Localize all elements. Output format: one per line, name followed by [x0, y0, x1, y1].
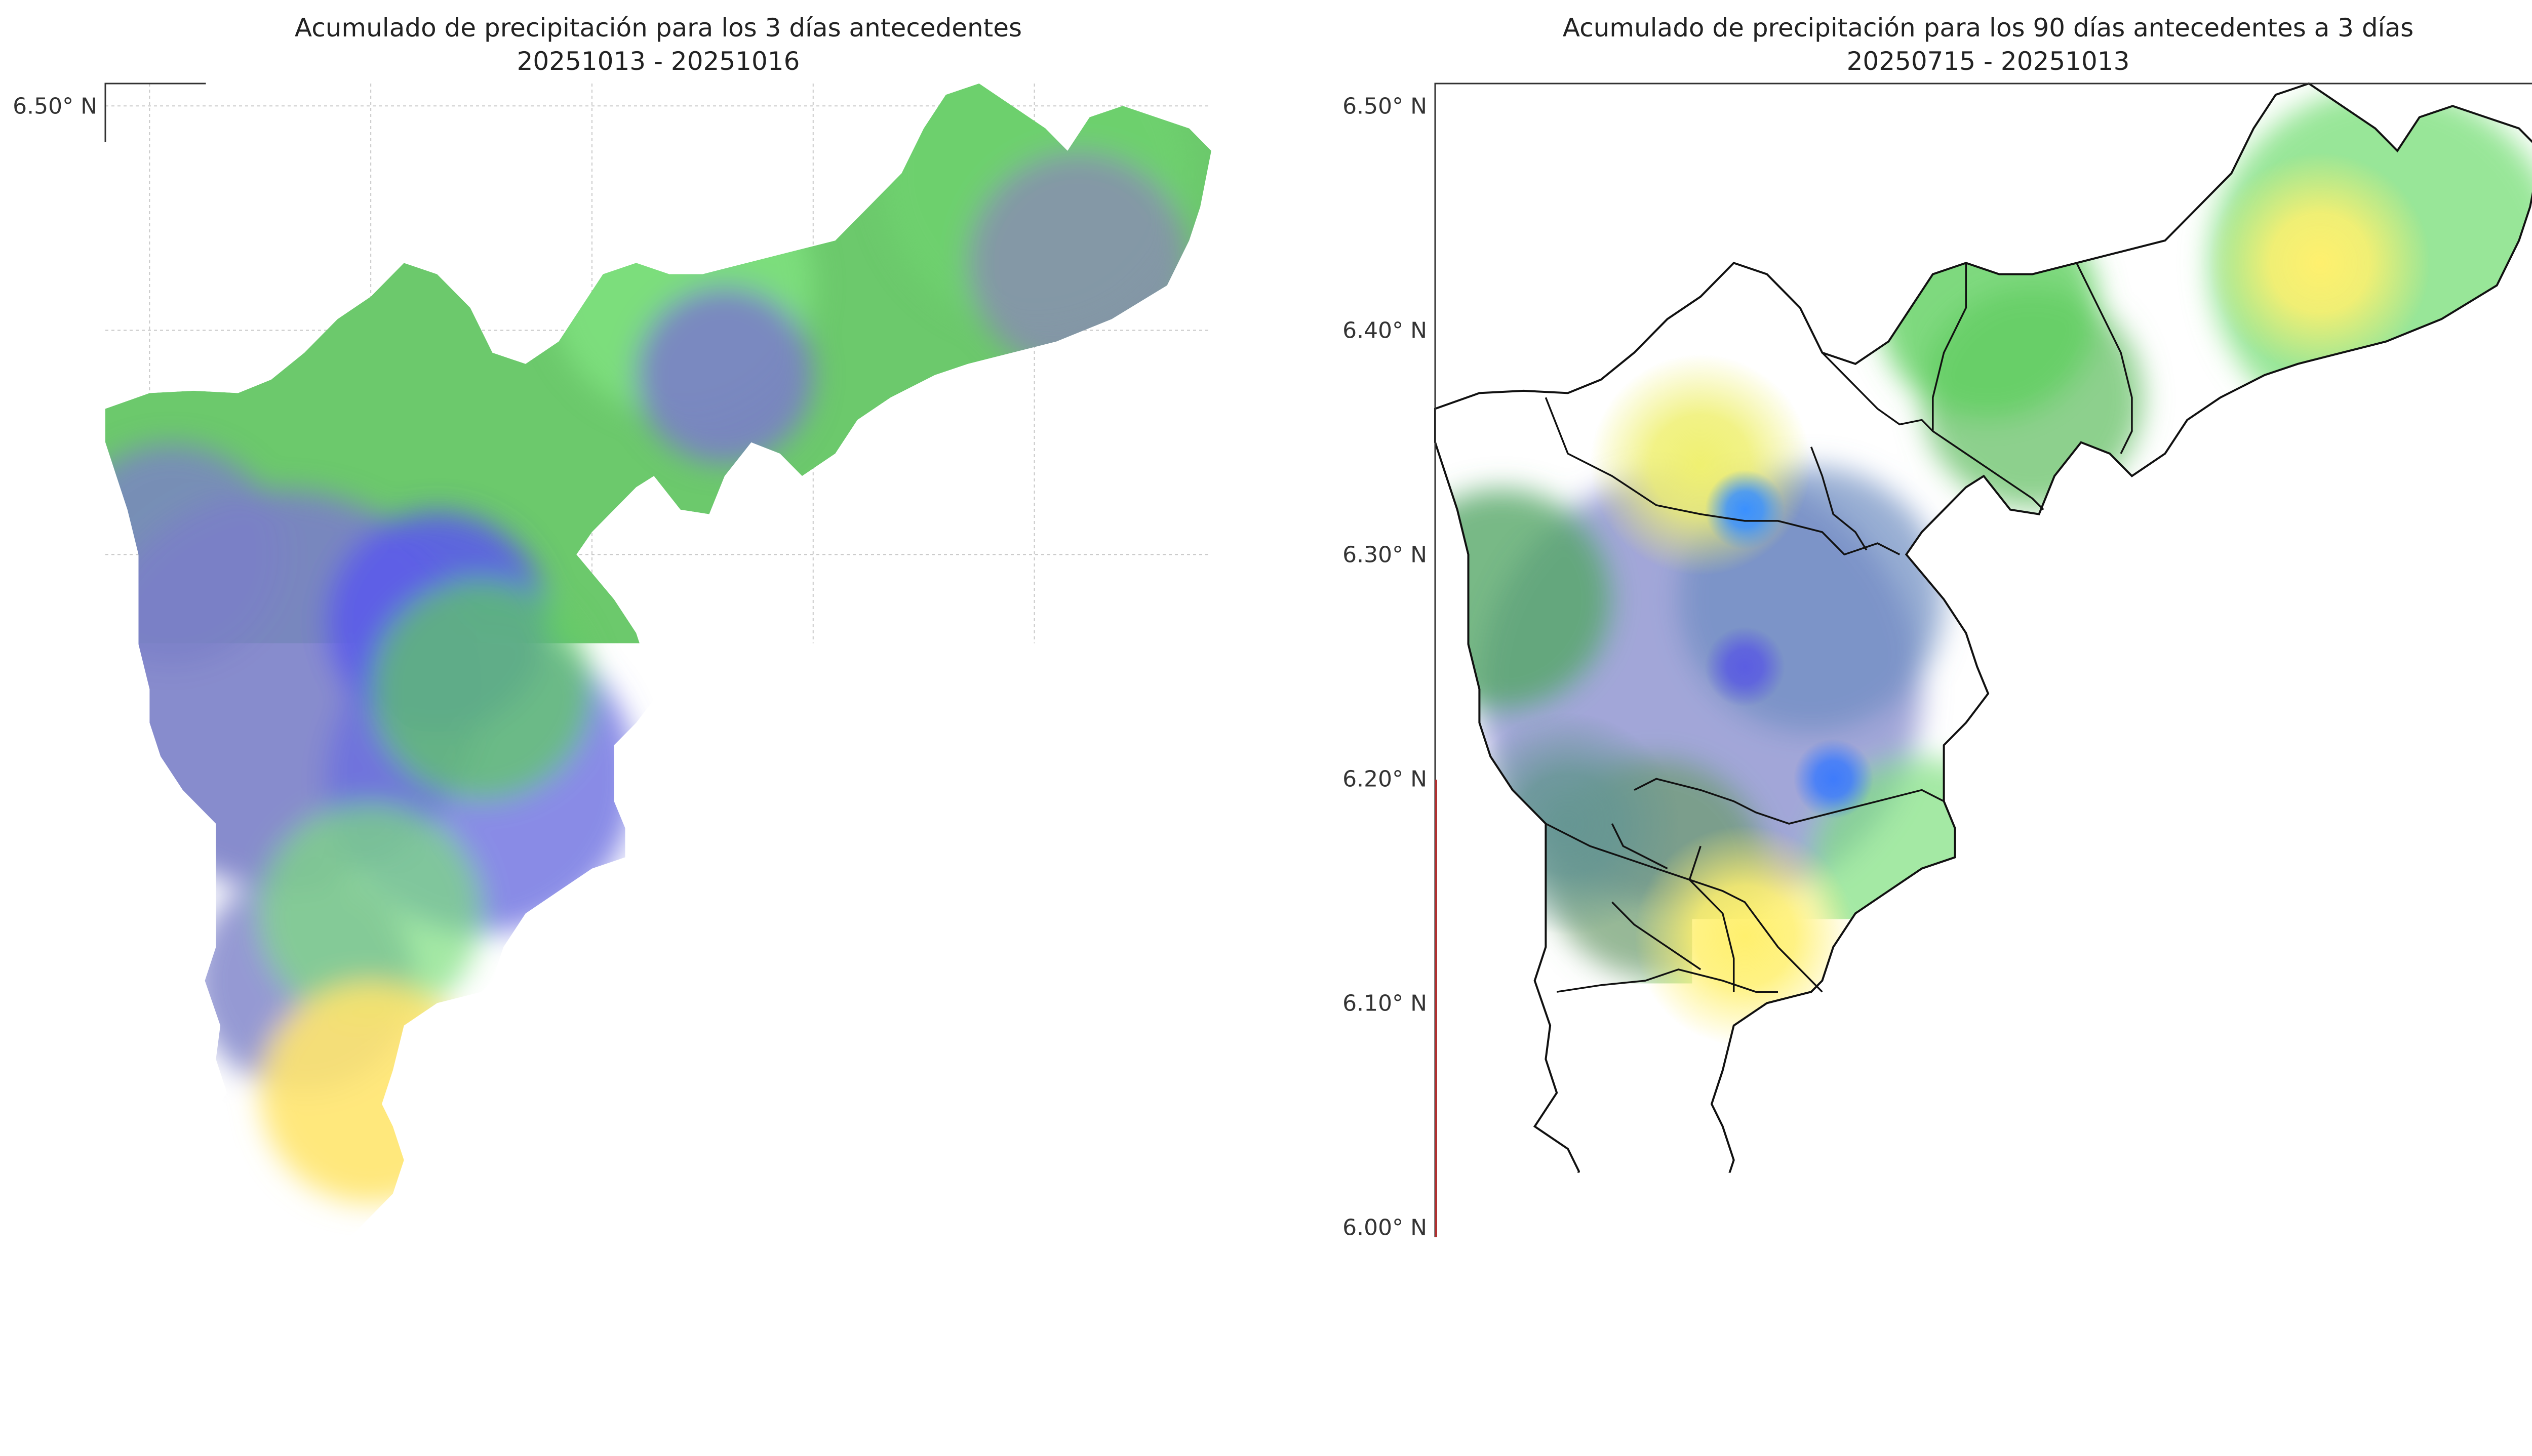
colorbar-tick-label: 5 [191, 1355, 205, 1381]
x-tick-label: 75.60° W [1648, 1285, 1752, 1311]
field-background-blob [1391, 489, 1612, 710]
colorbar-tick-label: 10 [232, 1355, 260, 1381]
y-tick-label: 6.50° N [1342, 93, 1427, 119]
colorbar-extend-high [2500, 1316, 2532, 1339]
x-tick-label: 75.50° W [540, 1285, 644, 1311]
colorbar-tick-label: 900 [2394, 1355, 2436, 1381]
left-map-subtitle: 20251013 - 20251016 [517, 47, 800, 76]
left-map-title: Acumulado de precipitación para los 3 dí… [295, 13, 1022, 43]
colorbar-tick-label: 500 [1959, 1355, 2001, 1381]
right-map-title: Acumulado de precipitación para los 90 d… [1563, 13, 2414, 43]
y-tick-label: 6.20° N [1342, 766, 1427, 792]
colorbar-tick-label: 30 [410, 1355, 438, 1381]
precip-hotspot [216, 1027, 437, 1248]
y-tick-label: 6.30° N [1342, 542, 1427, 568]
colorbar-tick-label: 400 [1850, 1355, 1892, 1381]
right-colorbar [1431, 1316, 2532, 1339]
colorbar-tick-label: 800 [2285, 1355, 2327, 1381]
y-tick-label: 6.40° N [13, 317, 97, 343]
x-tick-label: 75.70° W [98, 1285, 202, 1311]
y-tick-label: 6.20° N [13, 766, 97, 792]
y-tick-label: 6.50° N [13, 93, 97, 119]
precip-hotspot [1457, 713, 1679, 935]
colorbar-tick-label: 1000 [2495, 1355, 2532, 1381]
colorbar-tick-label: 15 [277, 1355, 305, 1381]
colorbar-ramp [1477, 1316, 2500, 1339]
x-tick-label: 75.50° W [1870, 1285, 1973, 1311]
colorbar-tick-label: 300 [1741, 1355, 1784, 1381]
right-precip-field [1391, 84, 2532, 1261]
colorbar-tick-label: 35 [456, 1355, 484, 1381]
right-colorbar-tick-labels: 0 100 200 300 400 500 600 700 800 900 1000 [1429, 1339, 2532, 1381]
precip-hotspot [835, 130, 1056, 351]
x-tick-label: 75.60° W [319, 1285, 422, 1311]
precip-hotspot [1590, 354, 1811, 576]
right-map-subtitle: 20250715 - 20251013 [1847, 47, 2130, 76]
right-map-panel: Acumulado de precipitación para los 90 d… [1342, 13, 2532, 1441]
field-background-blob [636, 287, 813, 463]
y-tick-label: 6.10° N [1342, 990, 1427, 1016]
colorbar-tick-label: 700 [2176, 1355, 2219, 1381]
left-colorbar [101, 1316, 1215, 1339]
x-tick-label: 75.40° W [761, 1285, 865, 1311]
left-x-tick-labels: 75.70° W 75.60° W 75.50° W 75.40° W 75.30° W [98, 1285, 1087, 1311]
left-colorbar-tick-labels: 01 5 10 15 20 25 30 35 40 50 60 80 100 [140, 1339, 1148, 1381]
right-x-tick-labels: 75.70° W 75.60° W 75.50° W 75.40° W 75.30° W [1428, 1285, 2417, 1311]
colorbar-extend-low [1431, 1316, 1477, 1339]
colorbar-tick-label: 1 [152, 1355, 166, 1381]
y-tick-label: 6.00° N [1342, 1215, 1427, 1240]
right-colorbar-label: Acumulado Precipitación [mm] [1731, 1402, 2245, 1441]
colorbar-tick-label: 25 [368, 1355, 397, 1381]
precip-hotspot [2209, 152, 2431, 374]
colorbar-tick-label: 80 [915, 1355, 943, 1381]
right-y-tick-labels: 6.50° N 6.40° N 6.30° N 6.20° N 6.10° N 6.00°… [1342, 93, 1427, 1240]
colorbar-extend-low [101, 1316, 147, 1339]
colorbar-tick-label: 50 [622, 1355, 650, 1381]
colorbar-tick-label: 20 [323, 1355, 351, 1381]
colorbar-ramp [147, 1316, 1170, 1339]
colorbar-tick-label: 0 [1429, 1355, 1443, 1381]
colorbar-tick-label: 40 [522, 1355, 550, 1381]
x-tick-label: 75.70° W [1428, 1285, 1531, 1311]
left-y-tick-labels: 6.50° N 6.40° N 6.30° N 6.20° N 6.10° N 6.00°… [13, 93, 97, 1240]
left-map-panel: Acumulado de precipitación para los 3 dí… [13, 13, 1215, 1441]
y-tick-label: 6.30° N [13, 542, 97, 568]
x-tick-label: 75.40° W [2091, 1285, 2195, 1311]
colorbar-tick-label: 100 [1524, 1355, 1566, 1381]
x-tick-label: 75.30° W [2312, 1285, 2416, 1311]
precip-hotspot [1794, 739, 1873, 819]
precip-hotspot [172, 646, 393, 867]
colorbar-tick-label: 100 [1105, 1355, 1148, 1381]
precip-hotspot [482, 668, 703, 889]
y-tick-label: 6.00° N [13, 1215, 97, 1240]
x-tick-label: 75.30° W [982, 1285, 1086, 1311]
precip-hotspot [459, 399, 681, 620]
precip-hotspot [1705, 627, 1785, 706]
left-colorbar-label: Acumulado Precipitación [mm] [402, 1402, 915, 1441]
precip-hotspot [1705, 470, 1785, 549]
y-tick-label: 6.40° N [1342, 317, 1427, 343]
colorbar-tick-label: 60 [714, 1355, 742, 1381]
left-precip-field [39, 18, 1211, 1261]
colorbar-tick-label: 600 [2067, 1355, 2110, 1381]
colorbar-extend-high [1170, 1316, 1215, 1339]
y-tick-label: 6.10° N [13, 990, 97, 1016]
colorbar-tick-label: 200 [1632, 1355, 1675, 1381]
